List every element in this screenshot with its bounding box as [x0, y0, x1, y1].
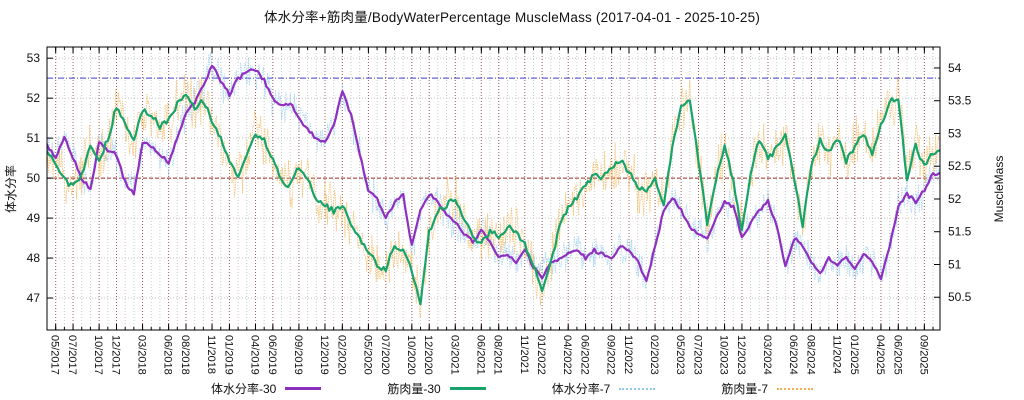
- y-axis-right-labels: 50.5 51 51.5 52 52.5 53 53.5 54: [948, 61, 972, 304]
- y-tick-label: 51: [27, 131, 41, 145]
- legend-swatch-bodywater-7: [619, 387, 656, 390]
- x-tick-label: 08/2018: [179, 335, 191, 375]
- chart-title: 体水分率+筋肉量/BodyWaterPercentage MuscleMass …: [263, 10, 761, 25]
- x-tick-label: 04/2022: [561, 335, 573, 375]
- axis-title-right: MuscleMass: [992, 156, 1006, 223]
- y-tick-label: 52: [948, 192, 962, 206]
- x-tick-label: 11/2024: [831, 335, 843, 374]
- x-axis-labels: 05/2017 07/2017 10/2017 12/2017 03/2018 06/20…: [49, 335, 930, 375]
- x-tick-label: 05/2023: [674, 335, 686, 375]
- series-line-bodywater-30: [47, 64, 940, 283]
- x-tick-label: 03/2018: [136, 335, 148, 375]
- x-tick-label: 06/2024: [787, 335, 799, 375]
- y-tick-label: 53: [27, 51, 41, 65]
- x-tick-label: 12/2019: [318, 335, 330, 375]
- y-tick-label: 54: [948, 61, 962, 75]
- x-tick-label: 02/2020: [335, 335, 347, 375]
- x-tick-label: 07/2020: [379, 335, 391, 375]
- legend-label: 筋肉量-7: [721, 382, 769, 396]
- y-axis-left-labels: 47 48 49 50 51 52 53: [27, 51, 41, 305]
- x-tick-label: 01/2025: [848, 335, 860, 375]
- legend-swatch-bodywater-30: [285, 387, 322, 390]
- x-tick-label: 12/2017: [110, 335, 122, 375]
- x-tick-label: 11/2022: [622, 335, 634, 374]
- y-tick-label: 49: [27, 211, 41, 225]
- x-tick-label: 04/2019: [249, 335, 261, 375]
- y-tick-label: 48: [27, 251, 41, 265]
- axis-ticks: [46, 47, 940, 330]
- x-tick-label: 10/2017: [92, 335, 104, 375]
- series-line-musclemass-7: [47, 74, 940, 318]
- y-tick-label: 51.5: [948, 225, 972, 239]
- x-tick-label: 06/2025: [891, 335, 903, 375]
- x-tick-label: 07/2023: [692, 335, 704, 375]
- series-line-musclemass-30: [47, 93, 940, 306]
- x-tick-label: 12/2023: [735, 335, 747, 375]
- legend-item-bodywater-7: 体水分率-7: [552, 380, 656, 397]
- x-tick-label: 09/2025: [917, 335, 929, 375]
- legend-label: 体水分率-7: [551, 382, 611, 396]
- x-tick-label: 09/2022: [605, 335, 617, 375]
- x-tick-label: 07/2017: [66, 335, 78, 375]
- y-tick-label: 50: [27, 171, 41, 185]
- x-tick-label: 04/2025: [874, 335, 886, 375]
- y-tick-label: 52.5: [948, 159, 972, 173]
- y-tick-label: 52: [27, 91, 41, 105]
- legend-label: 筋肉量-30: [387, 382, 441, 396]
- chart-legend: 体水分率-30 筋肉量-30 体水分率-7 筋肉量-7: [0, 380, 1024, 397]
- x-tick-label: 05/2017: [49, 335, 61, 375]
- x-tick-label: 11/2021: [518, 335, 530, 374]
- x-tick-label: 10/2020: [405, 335, 417, 375]
- x-tick-label: 08/2021: [492, 335, 504, 375]
- series-group: [47, 51, 940, 318]
- series-line-bodywater-7: [47, 51, 940, 290]
- x-tick-label: 01/2022: [535, 335, 547, 375]
- legend-item-musclemass-7: 筋肉量-7: [721, 380, 814, 397]
- x-tick-label: 11/2018: [205, 335, 217, 374]
- legend-swatch-musclemass-30: [449, 387, 486, 390]
- x-tick-label: 05/2020: [361, 335, 373, 375]
- axis-title-left: 体水分率: [3, 165, 18, 213]
- x-tick-label: 10/2023: [718, 335, 730, 375]
- x-tick-label: 06/2018: [162, 335, 174, 375]
- x-tick-label: 01/2019: [222, 335, 234, 375]
- y-tick-label: 51: [948, 257, 962, 271]
- x-tick-label: 08/2024: [804, 335, 816, 375]
- x-tick-label: 03/2024: [761, 335, 773, 375]
- x-tick-label: 06/2022: [579, 335, 591, 375]
- y-tick-label: 47: [27, 291, 41, 305]
- legend-label: 体水分率-30: [210, 382, 277, 396]
- x-tick-label: 06/2021: [474, 335, 486, 375]
- x-tick-label: 06/2019: [266, 335, 278, 375]
- y-tick-label: 53.5: [948, 94, 972, 108]
- plot-border: [46, 46, 941, 331]
- x-tick-label: 12/2020: [422, 335, 434, 375]
- y-tick-label: 53: [948, 126, 962, 140]
- y-tick-label: 50.5: [948, 290, 972, 304]
- x-tick-label: 02/2023: [648, 335, 660, 375]
- x-tick-label: 03/2021: [448, 335, 460, 375]
- grid-minor-vertical: [55, 47, 934, 330]
- x-tick-label: 09/2019: [292, 335, 304, 375]
- legend-item-bodywater-30: 体水分率-30: [210, 380, 322, 397]
- legend-swatch-musclemass-7: [777, 387, 814, 390]
- legend-item-musclemass-30: 筋肉量-30: [387, 380, 486, 397]
- reference-lines: [47, 77, 940, 179]
